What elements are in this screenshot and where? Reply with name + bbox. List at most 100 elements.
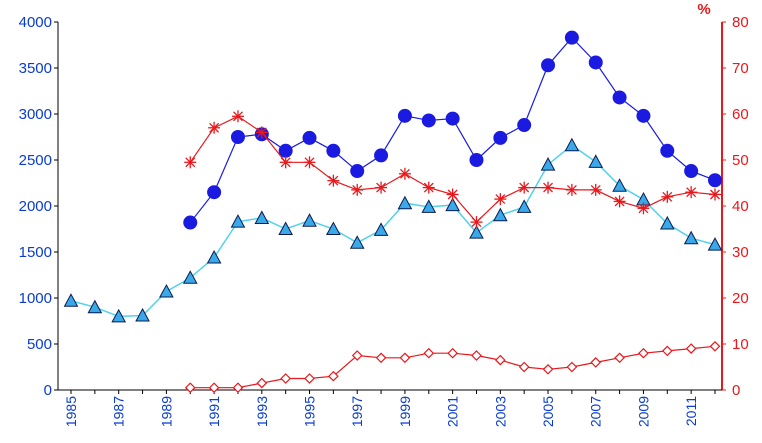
data-point — [182, 270, 198, 284]
x-tick-label: 2009 — [635, 396, 651, 427]
data-point — [709, 188, 721, 201]
x-tick-label: 1989 — [158, 396, 174, 427]
data-point — [375, 181, 388, 194]
data-point — [255, 126, 268, 139]
left-tick-label: 3500 — [19, 60, 52, 77]
data-point — [612, 178, 627, 192]
data-point — [280, 373, 292, 384]
data-point — [590, 357, 602, 368]
data-point — [207, 185, 222, 200]
left-tick-label: 3000 — [19, 106, 52, 123]
x-tick-label: 1999 — [397, 396, 413, 427]
series-diamond — [184, 340, 721, 394]
data-point — [518, 361, 530, 373]
data-point — [278, 221, 294, 235]
x-tick-label: 1987 — [111, 396, 127, 427]
data-point — [254, 210, 270, 224]
data-point — [565, 183, 578, 196]
data-point — [279, 156, 292, 169]
right-tick-label: 80 — [732, 14, 749, 31]
data-point — [397, 108, 412, 123]
data-point — [351, 183, 364, 196]
data-point — [516, 199, 532, 213]
right-axis-unit: % — [697, 1, 710, 18]
right-tick-label: 20 — [732, 290, 749, 307]
data-point — [447, 347, 458, 359]
data-point — [684, 164, 699, 179]
data-point — [302, 130, 317, 145]
data-point — [708, 173, 722, 188]
right-tick-label: 0 — [732, 382, 740, 399]
data-point — [303, 156, 316, 169]
data-point — [350, 164, 365, 179]
data-point — [397, 195, 413, 210]
data-point — [445, 197, 460, 212]
data-point — [423, 347, 435, 359]
x-tick-label: 1985 — [63, 396, 79, 427]
data-point — [588, 154, 604, 168]
right-tick-label: 50 — [732, 152, 749, 169]
data-point — [660, 143, 675, 158]
series-circle — [183, 30, 722, 230]
data-point — [208, 121, 221, 134]
data-point — [326, 221, 341, 235]
left-tick-label: 1500 — [19, 244, 52, 261]
series-line — [70, 144, 716, 318]
data-point — [589, 183, 602, 196]
data-point — [421, 113, 436, 128]
chart-axes — [57, 22, 723, 391]
left-tick-label: 2000 — [19, 198, 52, 215]
x-tick-label: 2011 — [683, 396, 699, 426]
data-point — [661, 190, 674, 203]
data-point — [685, 343, 697, 354]
data-point — [683, 230, 699, 245]
series-layer — [63, 30, 723, 394]
x-axis-ticks: 1985 1987 1989 1991 1993 1995 1997 1999 2001 2003… — [63, 390, 716, 427]
data-point — [206, 249, 222, 264]
data-point — [231, 110, 244, 123]
x-tick-label: 2007 — [588, 396, 604, 427]
data-point — [230, 130, 245, 144]
data-point — [540, 157, 556, 171]
data-point — [445, 111, 460, 126]
data-point — [517, 118, 532, 133]
left-tick-label: 1000 — [19, 290, 52, 307]
data-point — [613, 195, 626, 208]
right-tick-label: 70 — [732, 60, 749, 77]
data-point — [471, 350, 482, 361]
data-point — [111, 308, 127, 323]
data-point — [494, 193, 507, 206]
data-point — [399, 352, 411, 364]
data-point — [494, 354, 506, 366]
x-tick-label: 1995 — [302, 396, 318, 427]
x-tick-label: 2003 — [492, 396, 508, 427]
data-point — [184, 382, 196, 394]
data-point — [159, 284, 174, 298]
data-point — [638, 347, 649, 359]
data-point — [446, 188, 459, 201]
data-point — [327, 174, 340, 187]
data-point — [636, 108, 651, 123]
data-point — [232, 382, 244, 394]
data-point — [230, 214, 246, 228]
data-point — [659, 215, 675, 230]
data-point — [637, 202, 650, 215]
data-point — [208, 382, 220, 394]
left-tick-label: 0 — [44, 382, 52, 399]
data-point — [470, 216, 483, 229]
data-point — [375, 352, 387, 364]
data-point — [135, 307, 150, 322]
data-point — [588, 55, 603, 70]
data-point — [518, 181, 531, 194]
right-tick-label: 30 — [732, 244, 749, 261]
series-triangle — [63, 137, 723, 323]
data-point — [541, 58, 556, 73]
right-axis-ticks: 0 10 20 30 40 50 60 70 80 — [722, 14, 749, 399]
left-tick-label: 2500 — [19, 152, 52, 169]
data-point — [612, 90, 627, 105]
data-point — [542, 181, 555, 194]
data-point — [492, 207, 508, 222]
data-point — [421, 199, 437, 213]
data-point — [302, 213, 317, 227]
